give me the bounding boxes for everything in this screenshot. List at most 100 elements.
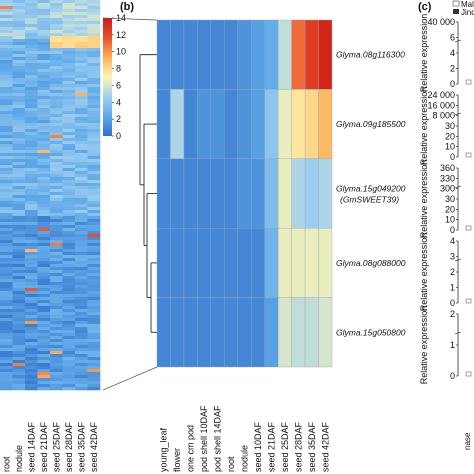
panel-a-cell bbox=[75, 105, 88, 109]
panel-b-cell bbox=[237, 297, 252, 368]
panel-a-cell bbox=[37, 138, 51, 142]
legend-label-mali: Mali bbox=[461, 0, 474, 9]
panel-a-cell bbox=[50, 165, 63, 169]
panel-a-cell bbox=[12, 378, 26, 382]
panel-a-cell bbox=[87, 117, 101, 121]
panel-a-cell bbox=[0, 240, 13, 244]
panel-a-cell bbox=[62, 75, 76, 79]
gene-label: Glyma.15g050800 bbox=[336, 327, 406, 337]
panel-a-cell bbox=[25, 213, 38, 217]
panel-a-column-label: seed 21DAF bbox=[39, 421, 49, 472]
gene-label: Glyma.09g185500 bbox=[336, 119, 406, 129]
panel-a-cell bbox=[37, 135, 51, 139]
panel-a-column-label: root bbox=[1, 456, 11, 472]
panel-a-cell bbox=[25, 153, 38, 157]
panel-a-cell bbox=[37, 123, 51, 127]
panel-c-tick-label: 1 bbox=[450, 340, 455, 350]
panel-a-cell bbox=[0, 303, 13, 307]
panel-a-cell bbox=[0, 3, 13, 7]
panel-b-cell bbox=[277, 19, 292, 90]
panel-a-cell bbox=[62, 222, 76, 226]
panel-a-cell bbox=[62, 312, 76, 316]
panel-a-cell bbox=[62, 291, 76, 295]
panel-a-cell bbox=[87, 333, 101, 337]
panel-a-cell bbox=[37, 276, 51, 280]
panel-a-cell bbox=[25, 309, 38, 313]
panel-a-cell bbox=[25, 159, 38, 163]
panel-a-cell bbox=[62, 234, 76, 238]
panel-a-cell bbox=[75, 114, 88, 118]
panel-a-cell bbox=[12, 117, 26, 121]
panel-a-cell bbox=[87, 360, 101, 364]
panel-a-cell bbox=[0, 363, 13, 367]
panel-a-cell bbox=[25, 51, 38, 55]
panel-a-cell bbox=[0, 333, 13, 337]
panel-a-cell bbox=[25, 45, 38, 49]
panel-a-cell bbox=[0, 339, 13, 343]
panel-a-cell bbox=[75, 132, 88, 136]
panel-a-cell bbox=[25, 162, 38, 166]
panel-a-cell bbox=[25, 288, 38, 292]
panel-a-cell bbox=[37, 258, 51, 262]
panel-a-cell bbox=[62, 261, 76, 265]
panel-a-cell bbox=[62, 267, 76, 271]
panel-a-cell bbox=[0, 21, 13, 25]
panel-a-cell bbox=[50, 240, 63, 244]
panel-a-cell bbox=[0, 51, 13, 55]
panel-a-cell bbox=[50, 141, 63, 145]
panel-a-cell bbox=[62, 54, 76, 58]
panel-a-cell bbox=[87, 297, 101, 301]
panel-a-cell bbox=[0, 27, 13, 31]
panel-a-cell bbox=[62, 258, 76, 262]
panel-a-cell bbox=[25, 174, 38, 178]
panel-b-column-label: pod shell 14DAF bbox=[213, 405, 223, 472]
panel-a-cell bbox=[12, 204, 26, 208]
panel-a-cell bbox=[75, 327, 88, 331]
panel-a-cell bbox=[12, 276, 26, 280]
panel-a-cell bbox=[87, 270, 101, 274]
panel-a-cell bbox=[25, 351, 38, 355]
panel-a-cell bbox=[0, 42, 13, 46]
panel-a-cell bbox=[37, 321, 51, 325]
panel-a-cell bbox=[37, 363, 51, 367]
panel-a-cell bbox=[75, 216, 88, 220]
panel-a-cell bbox=[50, 42, 63, 46]
panel-a-cell bbox=[75, 288, 88, 292]
panel-c-axis-break bbox=[454, 112, 462, 116]
panel-b-column-label: young_leaf bbox=[159, 427, 169, 472]
panel-a-cell bbox=[62, 201, 76, 205]
panel-a-cell bbox=[87, 30, 101, 34]
panel-a-cell bbox=[25, 300, 38, 304]
panel-a-cell bbox=[62, 309, 76, 313]
panel-a-cell bbox=[75, 345, 88, 349]
panel-a-cell bbox=[62, 12, 76, 16]
panel-b-cell bbox=[291, 227, 306, 298]
zoom-connector-top bbox=[102, 17, 158, 21]
panel-a-cell bbox=[12, 57, 26, 61]
panel-a-cell bbox=[75, 9, 88, 13]
panel-a-cell bbox=[37, 309, 51, 313]
panel-a-cell bbox=[25, 387, 38, 391]
panel-a-cell bbox=[75, 303, 88, 307]
panel-a-cell bbox=[62, 156, 76, 160]
panel-c-tick-label: 6 bbox=[450, 33, 455, 43]
panel-a-cell bbox=[25, 237, 38, 241]
panel-a-cell bbox=[75, 273, 88, 277]
panel-a-cell bbox=[25, 12, 38, 16]
panel-a-cell bbox=[75, 42, 88, 46]
panel-b-cell bbox=[264, 89, 279, 160]
panel-c-tick-label: 20 bbox=[445, 204, 455, 214]
panel-a-cell bbox=[50, 63, 63, 67]
panel-a-cell bbox=[75, 348, 88, 352]
panel-a-cell bbox=[87, 225, 101, 229]
panel-a-cell bbox=[50, 387, 63, 391]
panel-a-cell bbox=[25, 324, 38, 328]
panel-a-cell bbox=[25, 258, 38, 262]
panel-a-cell bbox=[50, 177, 63, 181]
panel-a-cell bbox=[50, 51, 63, 55]
panel-a-cell bbox=[75, 183, 88, 187]
panel-a-cell bbox=[62, 114, 76, 118]
panel-a-cell bbox=[62, 102, 76, 106]
panel-a-cell bbox=[62, 96, 76, 100]
panel-a-cell bbox=[87, 57, 101, 61]
